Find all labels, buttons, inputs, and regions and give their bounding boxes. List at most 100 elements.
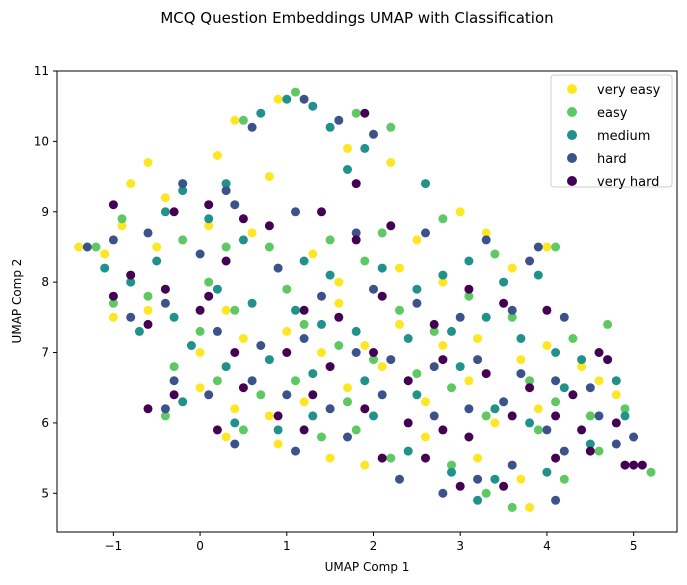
point-easy-44 — [447, 460, 456, 470]
point-medium-42 — [525, 418, 535, 428]
point-medium-18 — [533, 270, 543, 280]
point-medium-57 — [100, 263, 110, 273]
point-very-easy-51 — [516, 474, 526, 484]
point-medium-12 — [299, 256, 309, 266]
point-hard-25 — [299, 334, 309, 343]
point-easy-45 — [481, 488, 491, 498]
legend-items: very easy easy medium hard very hard — [567, 83, 661, 190]
legend-label-very-hard: very hard — [597, 175, 659, 190]
point-medium-3 — [325, 122, 335, 132]
point-hard-48 — [343, 432, 352, 442]
point-very-easy-47 — [325, 453, 335, 463]
point-very-hard-45 — [143, 404, 153, 414]
point-very-hard-40 — [464, 432, 474, 442]
point-hard-39 — [429, 411, 439, 421]
point-medium-29 — [516, 334, 526, 343]
point-easy-35 — [525, 376, 535, 386]
point-very-hard-21 — [143, 319, 153, 329]
point-very-easy-16 — [395, 263, 404, 273]
point-medium-31 — [577, 355, 587, 365]
point-hard-49 — [395, 474, 404, 484]
point-easy-26 — [169, 362, 179, 372]
point-easy-38 — [620, 404, 630, 414]
point-easy-17 — [230, 305, 240, 315]
point-very-easy-56 — [195, 348, 205, 357]
point-very-easy-35 — [230, 404, 240, 414]
point-very-hard-48 — [377, 453, 387, 463]
point-easy-24 — [568, 334, 578, 343]
point-very-hard-18 — [499, 298, 509, 308]
point-very-easy-13 — [247, 228, 257, 238]
point-very-easy-11 — [152, 242, 162, 252]
point-hard-35 — [247, 376, 257, 386]
point-hard-22 — [160, 298, 170, 308]
point-easy-16 — [195, 326, 205, 336]
point-medium-9 — [160, 207, 170, 217]
point-very-hard-25 — [325, 362, 335, 372]
point-medium-41 — [490, 404, 500, 414]
point-medium-2 — [256, 108, 266, 118]
point-medium-52 — [473, 495, 483, 505]
point-very-hard-37 — [360, 404, 370, 414]
point-hard-9 — [481, 235, 491, 245]
point-medium-34 — [186, 341, 196, 350]
point-very-easy-23 — [221, 305, 231, 315]
point-very-easy-34 — [195, 383, 205, 393]
point-very-easy-50 — [473, 453, 483, 463]
point-medium-13 — [325, 270, 335, 280]
point-medium-35 — [221, 362, 231, 372]
point-very-easy-43 — [533, 404, 543, 414]
point-very-hard-3 — [108, 200, 118, 210]
point-very-easy-29 — [438, 341, 448, 350]
point-very-hard-52 — [551, 453, 561, 463]
point-medium-33 — [169, 312, 179, 322]
point-very-easy-9 — [117, 221, 127, 231]
point-medium-54 — [542, 467, 552, 477]
point-hard-50 — [438, 488, 448, 498]
point-very-easy-36 — [264, 411, 274, 421]
legend-marker-medium — [567, 130, 577, 140]
point-medium-36 — [264, 355, 274, 365]
point-hard-18 — [455, 312, 465, 322]
point-hard-47 — [291, 446, 300, 456]
point-very-hard-19 — [542, 305, 552, 315]
point-easy-29 — [291, 376, 300, 386]
point-very-easy-21 — [108, 312, 118, 322]
point-medium-20 — [152, 256, 162, 266]
point-very-easy-5 — [212, 151, 222, 160]
point-very-easy-46 — [273, 439, 283, 449]
point-very-easy-57 — [334, 298, 344, 308]
point-hard-58 — [551, 495, 561, 505]
point-very-hard-47 — [299, 425, 309, 435]
point-medium-45 — [178, 397, 188, 407]
point-easy-41 — [317, 432, 326, 442]
point-very-hard-28 — [438, 355, 448, 365]
point-very-easy-1 — [230, 115, 240, 125]
point-medium-21 — [212, 284, 222, 294]
y-axis-label: UMAP Comp 2 — [10, 259, 24, 344]
point-very-hard-32 — [603, 355, 613, 365]
point-very-hard-4 — [169, 207, 179, 217]
point-easy-27 — [212, 376, 222, 386]
point-easy-12 — [490, 249, 500, 259]
point-easy-19 — [334, 341, 344, 350]
point-medium-24 — [317, 319, 326, 329]
point-easy-46 — [507, 502, 517, 512]
point-easy-48 — [594, 446, 604, 456]
point-easy-1 — [238, 115, 248, 125]
point-very-hard-12 — [221, 256, 231, 266]
point-hard-45 — [160, 404, 170, 414]
legend-marker-very-easy — [567, 84, 577, 94]
x-tick-label-6: 5 — [630, 539, 638, 553]
point-medium-7 — [178, 186, 188, 196]
point-hard-54 — [611, 439, 621, 449]
point-hard-55 — [82, 242, 92, 252]
point-medium-47 — [273, 425, 283, 435]
point-hard-24 — [256, 341, 266, 350]
point-hard-52 — [507, 460, 517, 470]
point-medium-28 — [481, 312, 491, 322]
point-medium-37 — [308, 369, 318, 379]
point-very-hard-36 — [308, 390, 318, 400]
point-easy-2 — [351, 108, 361, 118]
point-hard-38 — [377, 390, 387, 400]
